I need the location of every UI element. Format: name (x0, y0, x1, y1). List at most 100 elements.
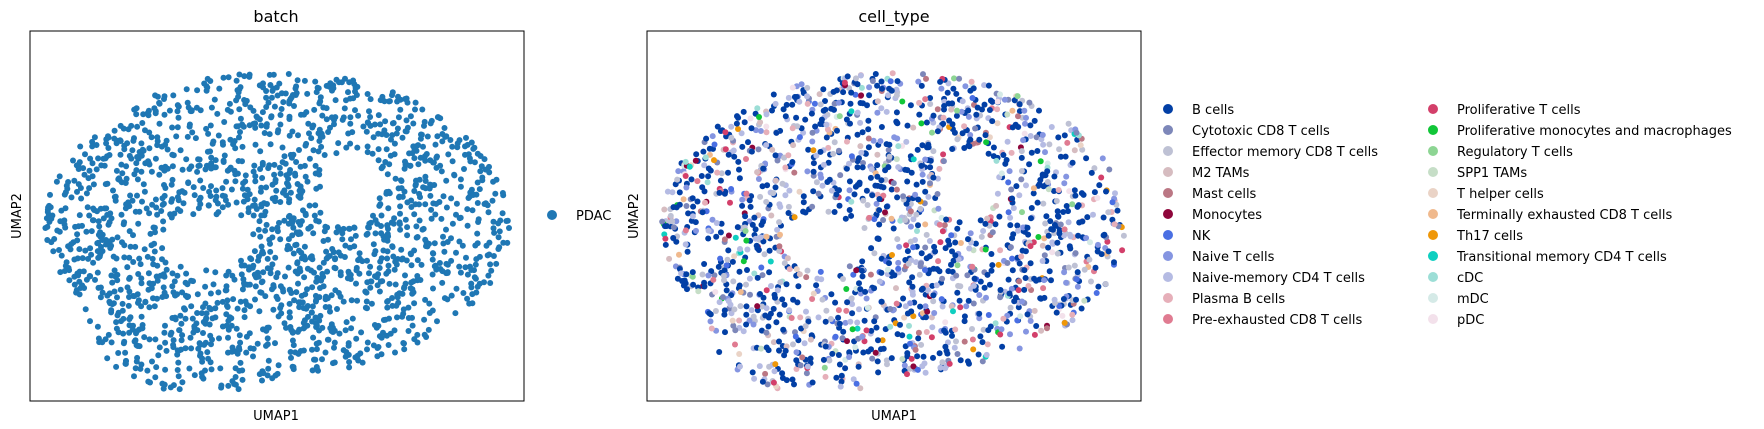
scatter-point (316, 171, 323, 178)
scatter-point (156, 171, 163, 178)
scatter-point (737, 363, 743, 370)
scatter-point (241, 307, 248, 314)
scatter-point (208, 366, 215, 373)
scatter-point (923, 329, 930, 335)
scatter-point (401, 346, 408, 353)
scatter-point (682, 227, 689, 234)
scatter-point (798, 325, 805, 332)
scatter-point (1063, 279, 1070, 286)
scatter-point (226, 100, 233, 107)
scatter-point (463, 254, 469, 261)
scatter-point (208, 341, 214, 348)
scatter-point (323, 82, 330, 89)
scatter-point (1020, 224, 1027, 231)
scatter-point (699, 184, 706, 191)
scatter-point (402, 216, 409, 223)
scatter-point (880, 184, 887, 191)
scatter-point (409, 290, 416, 297)
scatter-point (487, 261, 494, 268)
scatter-point (257, 233, 264, 240)
scatter-point (923, 255, 930, 262)
scatter-point (966, 143, 973, 150)
scatter-point (907, 223, 914, 230)
scatter-point (324, 268, 331, 275)
scatter-point (1112, 190, 1118, 197)
scatter-point (183, 156, 190, 163)
scatter-point (1037, 158, 1044, 165)
scatter-point (831, 209, 838, 215)
scatter-point (890, 225, 897, 232)
scatter-point (301, 274, 308, 281)
scatter-point (969, 336, 976, 343)
scatter-point (67, 246, 74, 253)
scatter-point (754, 169, 761, 176)
scatter-point (470, 192, 477, 198)
scatter-point (135, 299, 141, 306)
scatter-point (246, 73, 253, 80)
scatter-point (878, 346, 884, 353)
scatter-point (1079, 218, 1086, 225)
scatter-point (874, 151, 881, 158)
scatter-point (838, 372, 845, 379)
scatter-point (874, 173, 881, 180)
scatter-point (225, 382, 232, 389)
scatter-point (394, 294, 401, 301)
scatter-point (1000, 152, 1007, 158)
scatter-point (474, 230, 481, 237)
scatter-point (150, 295, 156, 302)
scatter-point (225, 268, 232, 275)
scatter-point (422, 201, 429, 208)
legend-marker-cdc (1428, 272, 1438, 282)
scatter-point (285, 181, 291, 188)
scatter-point (732, 327, 739, 334)
scatter-point (239, 367, 246, 374)
scatter-point (817, 101, 824, 108)
scatter-point (239, 185, 246, 192)
scatter-point (690, 281, 697, 288)
scatter-point (1084, 214, 1091, 221)
scatter-point (277, 121, 284, 128)
scatter-point (1015, 304, 1022, 311)
scatter-point (1106, 166, 1113, 173)
scatter-point (302, 291, 309, 298)
scatter-point (820, 107, 827, 114)
scatter-point (389, 302, 396, 309)
scatter-point (897, 321, 903, 328)
scatter-point (1074, 283, 1081, 290)
scatter-point (493, 260, 500, 267)
scatter-point (275, 127, 282, 134)
scatter-point (160, 271, 167, 278)
scatter-point (907, 300, 914, 307)
cell-type-y-axis-label: UMAP2 (627, 193, 642, 239)
scatter-point (269, 181, 276, 188)
scatter-point (499, 210, 506, 217)
scatter-point (469, 291, 476, 298)
scatter-point (827, 316, 834, 322)
scatter-point (820, 86, 827, 93)
scatter-point (893, 156, 900, 163)
scatter-point (699, 209, 706, 216)
scatter-point (954, 262, 961, 269)
scatter-point (289, 328, 296, 335)
scatter-point (914, 228, 920, 234)
scatter-point (957, 304, 964, 311)
scatter-point (893, 119, 900, 126)
scatter-point (77, 143, 84, 150)
scatter-point (194, 168, 201, 175)
scatter-point (367, 96, 374, 103)
scatter-point (713, 220, 720, 226)
scatter-point (211, 96, 218, 103)
scatter-point (128, 122, 135, 129)
scatter-point (188, 163, 195, 170)
scatter-point (262, 293, 269, 300)
scatter-point (940, 120, 947, 127)
legend-marker-m2-tams (1163, 167, 1173, 177)
scatter-point (776, 219, 783, 226)
scatter-point (373, 274, 380, 281)
scatter-point (750, 313, 757, 320)
scatter-point (63, 182, 70, 189)
scatter-point (819, 182, 826, 189)
scatter-point (946, 117, 953, 124)
scatter-point (768, 283, 774, 289)
scatter-point (369, 150, 376, 157)
